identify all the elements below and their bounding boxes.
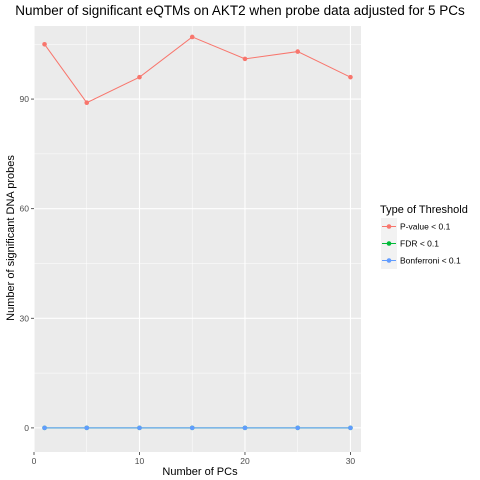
plot-area: 0 10 20 30 0 30 60 90 (20, 26, 361, 466)
data-point (348, 425, 353, 431)
legend-item: Bonferroni < 0.1 (381, 252, 461, 269)
legend: Type of Threshold P-value < 0.1 FDR < 0.1… (380, 204, 468, 269)
plot-panel (34, 26, 361, 452)
legend-label: FDR < 0.1 (400, 239, 439, 249)
legend-label: Bonferroni < 0.1 (400, 256, 461, 266)
y-axis-title: Number of significant DNA probes (5, 155, 17, 321)
legend-item: P-value < 0.1 (381, 218, 451, 235)
legend-key-point (386, 224, 392, 229)
data-point (295, 49, 301, 54)
data-point (295, 425, 301, 431)
legend-item: FDR < 0.1 (381, 235, 439, 252)
y-tick-label: 90 (20, 94, 30, 104)
x-tick-label: 20 (240, 456, 250, 466)
data-point (42, 41, 47, 47)
x-tick-label: 0 (32, 456, 37, 466)
data-point (42, 425, 47, 431)
data-point (137, 425, 142, 431)
data-point (189, 425, 195, 431)
data-point (242, 56, 248, 62)
data-point (84, 425, 90, 431)
x-axis-title: Number of PCs (162, 466, 238, 478)
data-point (348, 74, 353, 80)
legend-key-point (386, 258, 392, 263)
data-point (84, 100, 90, 106)
y-tick-label: 0 (24, 423, 29, 433)
legend-label: P-value < 0.1 (400, 222, 451, 232)
data-point (137, 74, 142, 80)
x-tick-label: 30 (346, 456, 356, 466)
y-tick-label: 30 (20, 313, 30, 323)
data-point (242, 425, 248, 431)
legend-key-point (386, 241, 392, 246)
y-tick-label: 60 (20, 204, 30, 214)
chart-title: Number of significant eQTMs on AKT2 when… (15, 3, 465, 18)
legend-items: P-value < 0.1 FDR < 0.1 Bonferroni < 0.1 (381, 218, 461, 269)
x-tick-label: 10 (135, 456, 145, 466)
legend-title: Type of Threshold (380, 204, 468, 216)
data-point (189, 34, 195, 40)
